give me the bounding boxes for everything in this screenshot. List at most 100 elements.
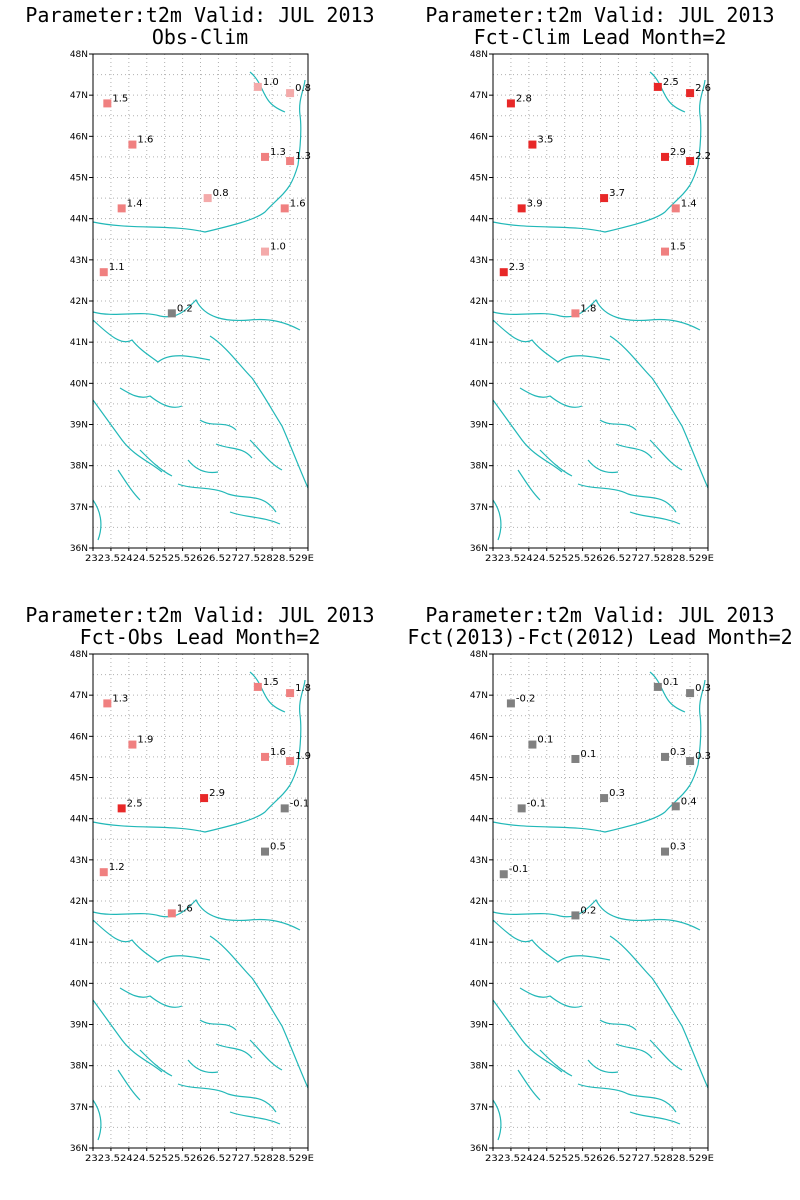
panel-subtitle: Obs-Clim [151,25,249,49]
lon-tick-labels: 2323.52424.52525.52626.52727.52828.529E [85,554,314,564]
coastline [119,387,183,408]
coastline [609,935,709,1089]
lat-tick-label: 36N [470,544,488,554]
lat-tick-label: 41N [470,938,488,948]
station-value-label: 0.3 [670,842,686,853]
station-marker [167,909,176,918]
station-marker [99,868,108,877]
lat-tick-label: 46N [470,732,488,742]
lat-tick-label: 44N [70,815,88,825]
station-marker [517,204,526,213]
coastline [117,1039,283,1101]
lat-tick-label: 38N [70,1062,88,1072]
station-value-label: 1.3 [112,693,128,704]
station-marker [261,752,269,761]
station-value-label: 0.1 [537,735,553,746]
coastline [492,999,563,1073]
coastline [689,679,706,786]
map-plot: 36N 37N 38N 39N 40N 41N 42N 43N 44N 45N 46N 47N 48N 2… [470,50,715,564]
station-value-label: 1.4 [127,198,143,209]
station-marker [203,194,212,203]
coastline [599,1019,653,1059]
station-value-label: 1.5 [670,242,686,253]
station-value-label: 0.1 [663,677,679,688]
map-plot: 36N 37N 38N 39N 40N 41N 42N 43N 44N 45N 46N 47N 48N 2… [70,50,315,564]
station-value-label: 0.4 [681,796,697,807]
coastline [492,399,563,473]
coastline [599,419,653,459]
coastline [649,71,686,113]
lat-tick-label: 37N [470,1103,488,1113]
map-plot: 36N 37N 38N 39N 40N 41N 42N 43N 44N 45N 46N 47N 48N 2… [470,650,715,1164]
coastline [577,1083,677,1113]
coastline [92,784,291,833]
station-value-label: -0.1 [509,864,529,875]
lat-tick-label: 47N [70,91,88,101]
lat-tick-label: 43N [470,256,488,266]
coastline [609,335,709,489]
station-value-label: 0.8 [213,188,229,199]
station-value-label: 2.6 [695,83,711,94]
lat-tick-label: 37N [70,503,88,513]
coastline [492,784,691,833]
lat-tick-label: 45N [470,774,488,784]
lat-tick-label: 36N [470,1144,488,1154]
station-marker [128,140,137,149]
station-value-label: 1.9 [295,751,311,762]
panel-title: Parameter:t2m Valid: JUL 2013 [25,603,375,627]
station-marker [128,740,137,749]
station-value-label: 1.9 [137,735,153,746]
map-panel-fct-diff: Parameter:t2m Valid: JUL 2013 Fct(2013)-… [400,600,800,1200]
coastline [492,298,701,331]
lon-tick-labels: 2323.52424.52525.52626.52727.52828.529E [485,1154,714,1164]
station-marker [286,757,295,766]
lat-tick-label: 39N [470,421,488,431]
lat-tick-label: 46N [470,132,488,142]
station-value-label: 1.6 [290,198,306,209]
lat-tick-label: 48N [470,650,488,660]
station-value-label: 1.8 [295,683,311,694]
coastline [139,449,219,477]
station-marker [686,157,695,166]
coastline [649,671,686,713]
station-marker [103,99,112,108]
lat-tick-label: 47N [470,91,488,101]
station-marker [280,204,289,213]
map-panel-obs-clim: Parameter:t2m Valid: JUL 2013 Obs-Clim 3… [0,0,400,600]
lat-tick-label: 46N [70,132,88,142]
coastline [92,499,281,541]
coastline [492,898,701,931]
station-marker [261,247,269,256]
coastline [249,71,286,113]
lat-tick-label: 39N [70,421,88,431]
station-marker [528,140,537,149]
coastline [117,439,283,501]
lat-tick-label: 38N [70,462,88,472]
coastline [492,184,691,233]
lat-tick-label: 38N [470,462,488,472]
station-marker [686,689,695,698]
lat-tick-label: 37N [70,1103,88,1113]
station-marker [671,204,680,213]
station-marker [200,794,209,803]
station-value-label: 2.2 [695,151,711,162]
station-value-label: 1.6 [177,903,193,914]
panel-title: Parameter:t2m Valid: JUL 2013 [25,3,375,27]
coastline [199,419,253,459]
station-value-label: 0.3 [670,747,686,758]
map-panel-fct-clim: Parameter:t2m Valid: JUL 2013 Fct-Clim L… [400,0,800,600]
lat-tick-label: 36N [70,544,88,554]
station-value-label: 0.2 [580,905,596,916]
station-marker [571,309,580,318]
lat-tick-label: 47N [470,691,488,701]
station-marker [600,194,609,203]
station-marker [261,847,269,856]
panel-title: Parameter:t2m Valid: JUL 2013 [425,603,775,627]
station-value-label: 1.6 [270,747,286,758]
station-value-label: 0.3 [695,683,711,694]
lon-tick-labels: 2323.52424.52525.52626.52727.52828.529E [485,554,714,564]
station-marker [499,268,508,277]
coastline [92,399,163,473]
station-marker [571,754,580,763]
station-value-label: 1.2 [109,862,125,873]
